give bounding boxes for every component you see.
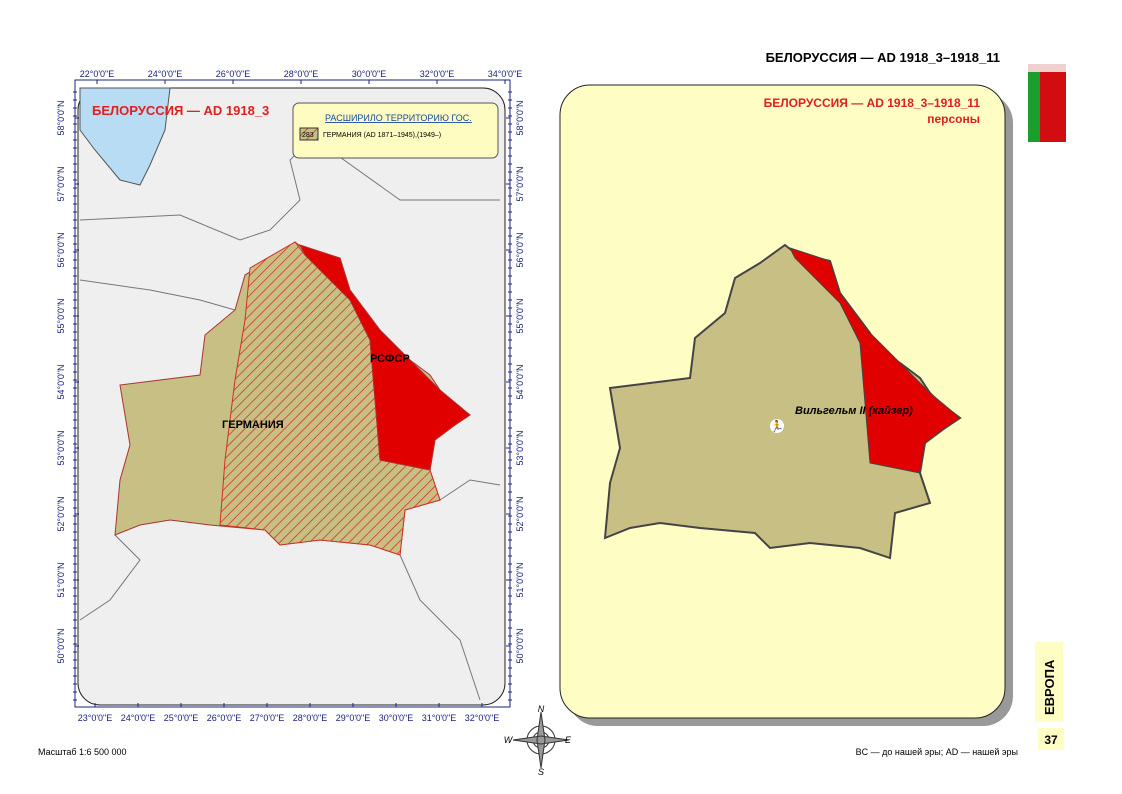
section-tab	[1035, 642, 1063, 722]
lat-label: 58°0'0"N	[515, 100, 525, 135]
lat-label: 52°0'0"N	[515, 496, 525, 531]
lat-label: 51°0'0"N	[515, 562, 525, 597]
lat-label: 57°0'0"N	[515, 166, 525, 201]
page-number: 37	[1044, 733, 1058, 747]
lat-label: 51°0'0"N	[56, 562, 66, 597]
legend-code: 283	[302, 132, 314, 139]
panel-subtitle: персоны	[927, 112, 980, 126]
lat-label: 50°0'0"N	[515, 628, 525, 663]
lat-label: 50°0'0"N	[56, 628, 66, 663]
lat-label: 52°0'0"N	[56, 496, 66, 531]
compass-letter: S	[538, 767, 544, 777]
scale: Масштаб 1:6 500 000	[38, 747, 127, 757]
lat-label: 57°0'0"N	[56, 166, 66, 201]
lon-label: 25°0'0"E	[164, 713, 199, 723]
lat-label: 53°0'0"N	[515, 430, 525, 465]
lon-label: 28°0'0"E	[293, 713, 328, 723]
lon-label: 22°0'0"E	[80, 69, 115, 79]
lon-label: 24°0'0"E	[121, 713, 156, 723]
borders	[79, 129, 501, 701]
lon-label: 24°0'0"E	[148, 69, 183, 79]
region-label: РСФСР	[370, 353, 410, 365]
lon-label: 34°0'0"E	[488, 69, 523, 79]
lat-label: 55°0'0"N	[56, 298, 66, 333]
lat-label: 56°0'0"N	[56, 232, 66, 267]
lat-label: 54°0'0"N	[56, 364, 66, 399]
lon-label: 26°0'0"E	[207, 713, 242, 723]
compass-letter: W	[504, 735, 514, 745]
lake	[79, 87, 171, 186]
person-icon	[770, 419, 784, 433]
map-title: БЕЛОРУССИЯ — AD 1918_3	[92, 103, 269, 118]
compass-letter: E	[565, 735, 572, 745]
lon-label: 31°0'0"E	[422, 713, 457, 723]
lon-label: 29°0'0"E	[336, 713, 371, 723]
footnote: BC — до нашей эры; AD — нашей эры	[856, 747, 1018, 757]
compass-letter: N	[538, 704, 545, 714]
lat-label: 55°0'0"N	[515, 298, 525, 333]
panel-title: БЕЛОРУССИЯ — AD 1918_3–1918_11	[764, 96, 981, 110]
lat-label: 53°0'0"N	[56, 430, 66, 465]
flag	[1028, 64, 1066, 142]
lon-label: 32°0'0"E	[465, 713, 500, 723]
page-tab	[1038, 728, 1064, 750]
legend	[292, 102, 499, 159]
lon-label: 30°0'0"E	[352, 69, 387, 79]
lon-label: 23°0'0"E	[78, 713, 113, 723]
lat-label: 54°0'0"N	[515, 364, 525, 399]
lon-label: 27°0'0"E	[250, 713, 285, 723]
lon-label: 30°0'0"E	[379, 713, 414, 723]
section: ЕВРОПА	[1042, 659, 1057, 715]
person-icon-glyph: 🏃	[770, 420, 784, 433]
region-label: ГЕРМАНИЯ	[222, 419, 284, 431]
lon-label: 26°0'0"E	[216, 69, 251, 79]
lon-label: 32°0'0"E	[420, 69, 455, 79]
lat-label: 58°0'0"N	[56, 100, 66, 135]
page-title: БЕЛОРУССИЯ — AD 1918_3–1918_11	[766, 50, 1000, 65]
legend-heading: РАСШИРИЛО ТЕРРИТОРИЮ ГОС.	[325, 113, 472, 123]
lat-label: 56°0'0"N	[515, 232, 525, 267]
person-label: Вильгельм II (кайзер)	[795, 405, 913, 417]
compass	[512, 711, 570, 769]
legend-swatch	[299, 127, 319, 141]
lon-label: 28°0'0"E	[284, 69, 319, 79]
legend-item: ГЕРМАНИЯ (AD 1871–1945),(1949–)	[323, 132, 441, 139]
